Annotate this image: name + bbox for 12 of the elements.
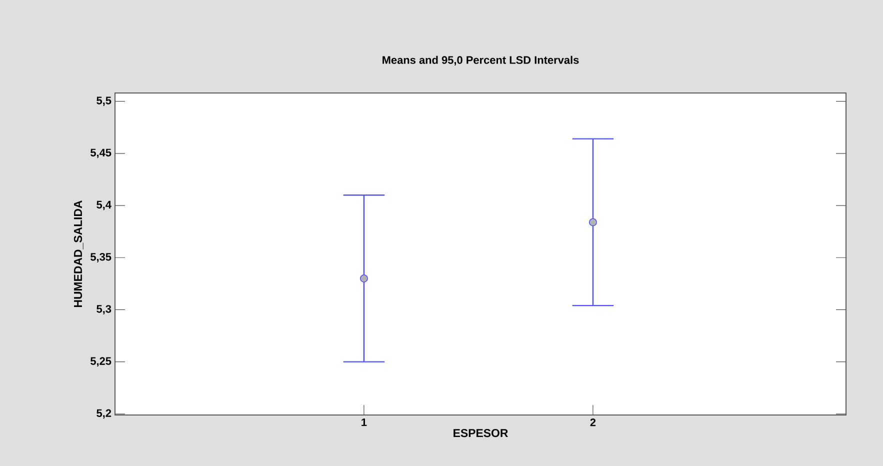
x-tick-label: 1	[362, 418, 367, 426]
y-tick-label: 5,2	[96, 409, 112, 419]
y-tick-label: 5,35	[90, 252, 112, 262]
x-tick-label: 2	[590, 418, 596, 426]
y-tick-label: 5,25	[90, 357, 112, 367]
y-tick-label: 5,4	[96, 200, 112, 210]
y-tick-label: 5,3	[96, 305, 112, 314]
y-tick-label: 5,45	[90, 148, 112, 158]
chart-title: Means and 95,0 Percent LSD Intervals	[382, 56, 579, 66]
x-axis-title: ESPESOR	[454, 428, 508, 438]
y-tick-label: 5,5	[96, 96, 112, 106]
y-axis-title: HUMEDAD_SALIDA	[74, 200, 84, 308]
